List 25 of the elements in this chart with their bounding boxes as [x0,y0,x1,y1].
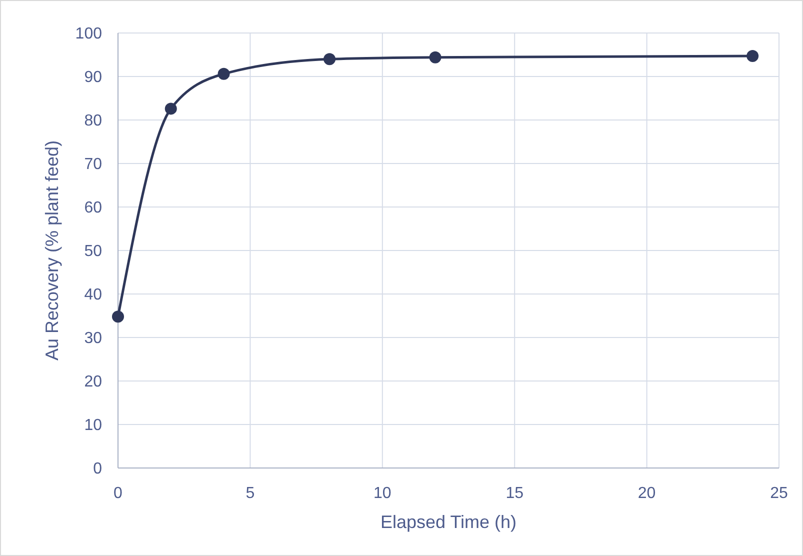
y-tick-label: 20 [84,374,102,391]
x-tick-label: 25 [770,485,788,502]
point [746,50,759,62]
y-tick-label: 50 [84,243,102,260]
x-axis-title: Elapsed Time (h) [380,512,517,532]
y-tick-label: 30 [84,330,102,348]
point [429,51,442,64]
point [112,310,124,323]
y-tick-label: 40 [84,286,102,304]
x-tick-label: 10 [374,485,392,502]
y-tick-label: 10 [84,417,102,434]
y-axis-title: Au Recovery (% plant feed) [42,140,62,361]
x-tick-label: 20 [638,485,656,502]
x-tick-label: 0 [114,485,123,502]
y-tick-label: 70 [84,156,102,174]
y-tick-label: 90 [84,69,102,86]
point [324,53,336,66]
point [218,68,230,80]
x-tick-label: 5 [246,485,255,502]
point [164,102,177,115]
y-tick-label: 80 [84,112,102,130]
y-tick-label: 100 [75,26,102,43]
x-tick-label: 15 [506,485,524,502]
y-tick-label: 0 [93,460,102,478]
y-tick-label: 60 [84,200,102,217]
